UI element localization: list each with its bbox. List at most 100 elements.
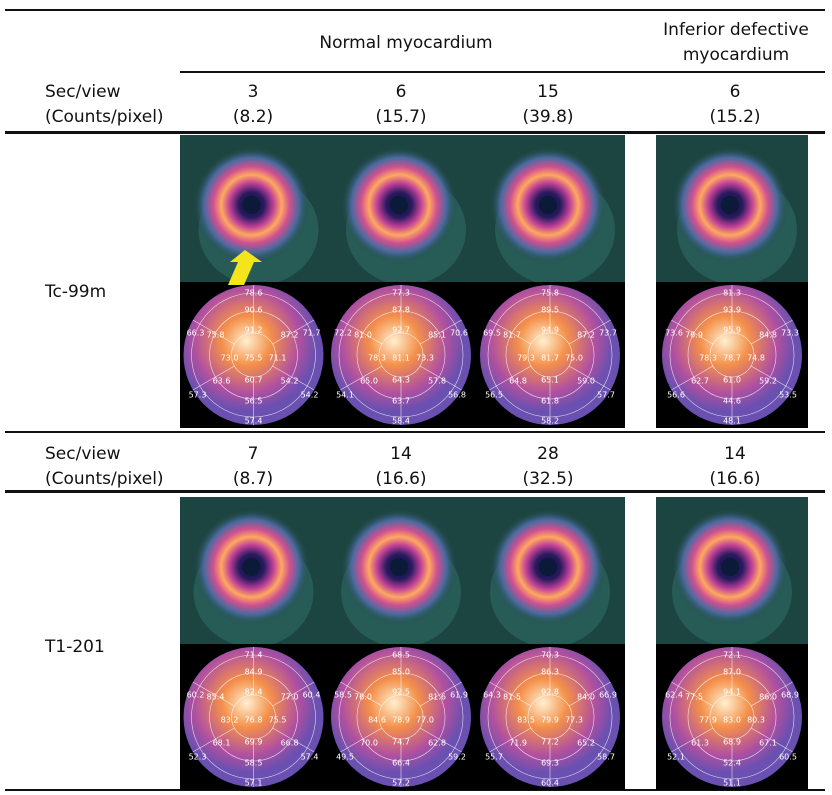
polar-value: 92.7	[392, 326, 410, 335]
polar-value: 78.6	[245, 289, 263, 298]
polar-value: 84.6	[368, 716, 386, 725]
polar-value: 83.0	[723, 716, 741, 725]
counts-value: (16.6)	[375, 469, 426, 489]
polar-value: 58.5	[334, 691, 352, 700]
polar-value: 60.7	[245, 376, 263, 385]
polar-value: 65.2	[577, 739, 595, 748]
polar-value: 66.9	[599, 691, 617, 700]
polar-value: 58.7	[597, 753, 615, 762]
polar-value: 78.9	[392, 716, 410, 725]
heart-cavity	[390, 196, 408, 214]
counts-value: (16.6)	[709, 469, 760, 489]
polar-value: 81.0	[354, 331, 372, 340]
polar-value: 71.1	[269, 354, 287, 363]
polar-value: 82.4	[245, 688, 263, 697]
polar-value: 75.8	[207, 331, 225, 340]
group-title: Inferior defective	[663, 20, 809, 40]
polar-value: 55.7	[485, 753, 503, 762]
heart-cavity	[721, 196, 739, 214]
polar-value: 75.5	[269, 716, 287, 725]
polar-value: 85.4	[207, 693, 225, 702]
polar-value: 77.9	[699, 716, 717, 725]
polar-value: 54.2	[281, 377, 299, 386]
polar-value: 56.6	[667, 391, 685, 400]
section-label: T1-201	[44, 637, 105, 657]
polar-value: 92.8	[541, 688, 559, 697]
polar-value: 66.4	[392, 759, 410, 768]
polar-value: 49.5	[336, 753, 354, 762]
polar-value: 71.9	[509, 739, 527, 748]
polar-value: 60.5	[779, 753, 797, 762]
heart-cavity	[721, 558, 739, 576]
polar-value: 57.8	[428, 377, 446, 386]
polar-value: 81.6	[428, 693, 446, 702]
polar-value: 60.4	[541, 779, 559, 788]
polar-value: 61.8	[541, 397, 559, 406]
polar-value: 87.2	[577, 331, 595, 340]
polar-value: 85.0	[392, 668, 410, 677]
polar-value: 70.0	[360, 739, 378, 748]
heart-cavity	[539, 196, 557, 214]
polar-value: 57.2	[392, 779, 410, 788]
polar-value: 79.9	[541, 716, 559, 725]
polar-value: 81.7	[503, 331, 521, 340]
heart-cavity	[243, 558, 261, 576]
polar-value: 71.4	[245, 651, 263, 660]
polar-value: 58.2	[541, 417, 559, 426]
polar-value: 72.2	[334, 329, 352, 338]
polar-value: 64.8	[509, 377, 527, 386]
polar-value: 66.3	[187, 329, 205, 338]
polar-value: 75.5	[245, 354, 263, 363]
polar-value: 68.5	[392, 651, 410, 660]
polar-value: 75.8	[541, 289, 559, 298]
polar-value: 77.0	[281, 693, 299, 702]
polar-value: 52.1	[667, 753, 685, 762]
polar-value: 87.2	[281, 331, 299, 340]
sec-value: 6	[730, 82, 741, 102]
polar-value: 57.4	[245, 417, 263, 426]
polar-value: 78.7	[723, 354, 741, 363]
polar-value: 76.0	[354, 693, 372, 702]
polar-value: 73.3	[781, 329, 799, 338]
polar-value: 59.2	[759, 377, 777, 386]
polar-value: 94.1	[723, 688, 741, 697]
polar-value: 93.9	[723, 306, 741, 315]
figure-table: Normal myocardium Inferior defective myo…	[0, 0, 832, 791]
polar-value: 72.1	[723, 651, 741, 660]
sec-value: 6	[396, 82, 407, 102]
sec-value: 28	[537, 444, 559, 464]
polar-value: 52.3	[189, 753, 207, 762]
counts-value: (15.7)	[375, 107, 426, 127]
polar-value: 44.6	[723, 397, 741, 406]
polar-value: 64.3	[392, 376, 410, 385]
polar-value: 73.7	[599, 329, 617, 338]
polar-value: 86.0	[759, 693, 777, 702]
polar-value: 56.8	[448, 391, 466, 400]
polar-value: 62.7	[691, 377, 709, 386]
sec-value: 15	[537, 82, 559, 102]
polar-value: 57.1	[245, 779, 263, 788]
counts-value: (15.2)	[709, 107, 760, 127]
polar-value: 81.5	[503, 693, 521, 702]
sec-value: 3	[248, 82, 259, 102]
section-label: Tc-99m	[44, 282, 106, 302]
group-title: Normal myocardium	[319, 33, 492, 53]
polar-value: 67.1	[759, 739, 777, 748]
polar-value: 48.1	[723, 417, 741, 426]
row-label: Sec/view	[45, 82, 121, 102]
polar-value: 87.8	[392, 306, 410, 315]
polar-value: 74.8	[747, 354, 765, 363]
heart-cavity	[539, 558, 557, 576]
polar-value: 83.5	[517, 716, 535, 725]
counts-value: (8.2)	[233, 107, 273, 127]
row-label: (Counts/pixel)	[45, 469, 164, 489]
sec-value: 14	[390, 444, 412, 464]
rule	[180, 71, 825, 73]
polar-value: 89.5	[541, 306, 559, 315]
polar-value: 75.0	[565, 354, 583, 363]
counts-value: (39.8)	[522, 107, 573, 127]
polar-value: 70.6	[450, 329, 468, 338]
polar-value: 62.8	[428, 739, 446, 748]
polar-value: 81.3	[723, 289, 741, 298]
polar-value: 69.9	[245, 738, 263, 747]
